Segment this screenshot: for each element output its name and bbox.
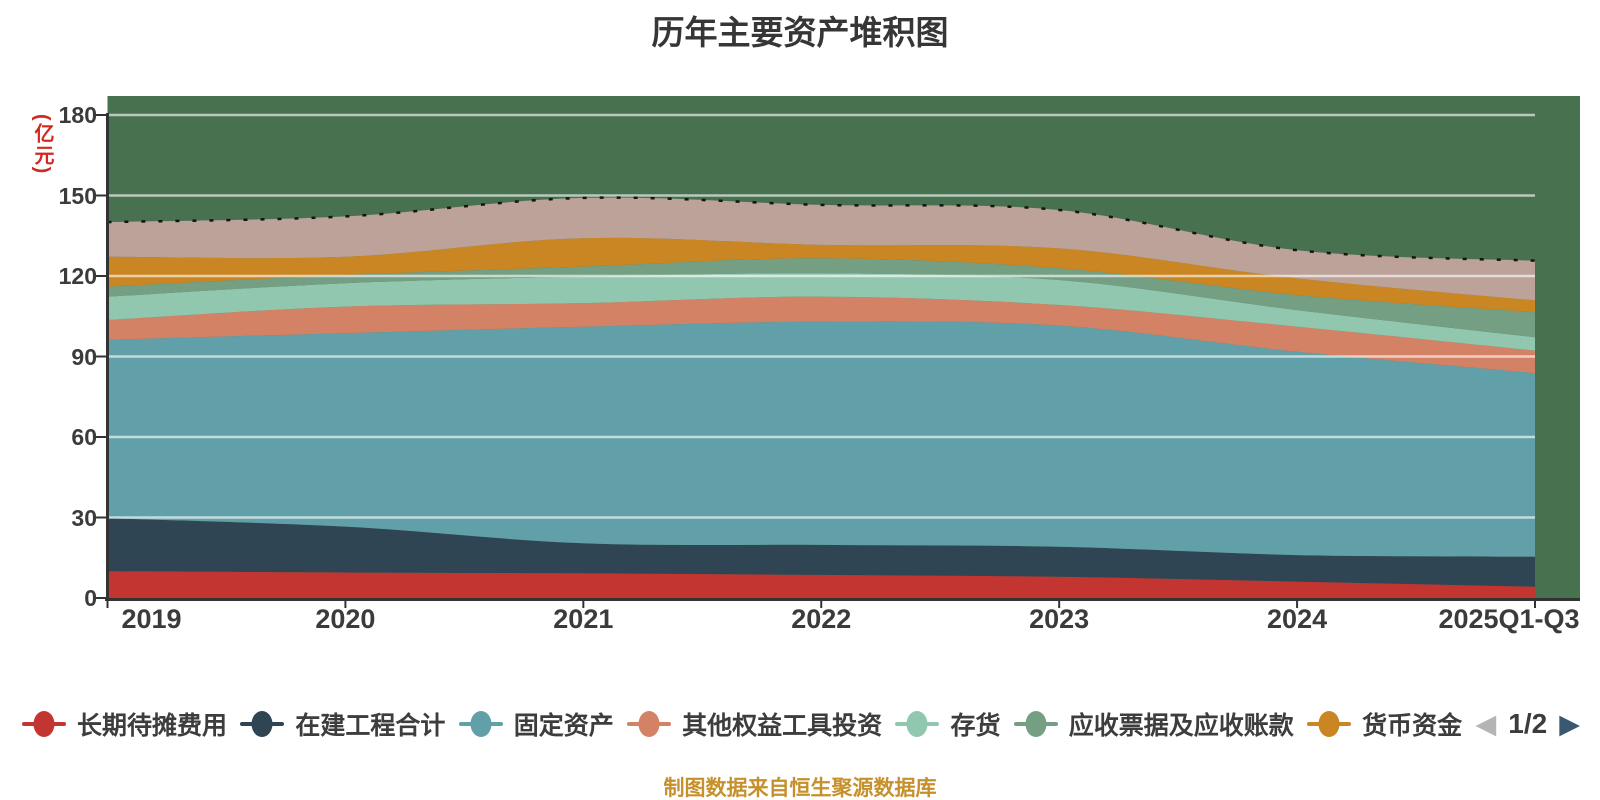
y-axis-label-120: 120 xyxy=(58,263,97,289)
y-axis-label-0: 0 xyxy=(84,585,97,611)
y-axis-label-150: 150 xyxy=(58,182,97,209)
stacked-area-plot xyxy=(96,96,1580,608)
x-axis-label-2022: 2022 xyxy=(791,604,852,634)
legend-marker-icon xyxy=(1013,709,1058,739)
x-axis-label-2024: 2024 xyxy=(1267,604,1328,634)
total-dashed-line xyxy=(107,196,1536,262)
legend-marker-icon xyxy=(627,709,672,739)
y-axis-label-60: 60 xyxy=(71,424,97,450)
area-band-在建工程合计[interactable] xyxy=(107,518,1536,587)
legend-marker-icon xyxy=(1307,709,1352,739)
legend-next-arrow-icon[interactable]: ▶ xyxy=(1559,708,1580,739)
x-axis-label-2019: 2019 xyxy=(121,604,182,634)
y-axis-unit-label: (亿元) xyxy=(31,114,53,176)
legend-prev-arrow-icon[interactable]: ◀ xyxy=(1475,708,1497,739)
y-axis-label-30: 30 xyxy=(71,504,97,531)
legend-pager: ◀ 1/2 ▶ xyxy=(1476,708,1580,740)
legend-item-其他权益工具投资[interactable]: 其他权益工具投资 xyxy=(627,706,882,742)
legend-item-label: 货币资金 xyxy=(1362,712,1463,740)
legend-item-label: 固定资产 xyxy=(513,712,614,740)
source-note: 制图数据来自恒生聚源数据库 xyxy=(663,777,937,800)
legend-marker-icon xyxy=(458,709,503,739)
chart-title: 历年主要资产堆积图 xyxy=(651,14,949,51)
x-axis-label-2020: 2020 xyxy=(315,604,376,634)
legend-item-label: 长期待摊费用 xyxy=(77,712,228,740)
legend-item-长期待摊费用[interactable]: 长期待摊费用 xyxy=(22,706,227,742)
area-band-应收票据及应收账款[interactable] xyxy=(107,258,1536,338)
y-axis-label-90: 90 xyxy=(71,343,97,370)
legend-item-存货[interactable]: 存货 xyxy=(895,706,1000,742)
legend-marker-icon xyxy=(895,709,940,739)
legend-item-label: 存货 xyxy=(950,712,1001,740)
area-band-固定资产[interactable] xyxy=(107,321,1536,557)
x-axis-label-2021: 2021 xyxy=(553,604,614,634)
area-band-其他权益工具投资[interactable] xyxy=(107,296,1536,374)
legend-item-label: 在建工程合计 xyxy=(295,712,446,740)
legend-item-固定资产[interactable]: 固定资产 xyxy=(458,706,614,742)
area-band-长期待摊费用[interactable] xyxy=(107,571,1536,598)
legend-item-label: 应收票据及应收账款 xyxy=(1068,712,1294,740)
x-axis-label-2023: 2023 xyxy=(1029,604,1090,634)
legend-page-indicator: 1/2 xyxy=(1508,708,1548,739)
legend-marker-icon xyxy=(240,709,285,739)
area-band-series-8[interactable] xyxy=(107,197,1536,301)
legend-item-在建工程合计[interactable]: 在建工程合计 xyxy=(240,706,445,742)
legend-item-label: 其他权益工具投资 xyxy=(682,712,883,740)
y-axis-label-180: 180 xyxy=(58,102,97,128)
legend-marker-icon xyxy=(22,709,66,739)
legend-item-应收票据及应收账款[interactable]: 应收票据及应收账款 xyxy=(1013,706,1294,742)
legend-item-货币资金[interactable]: 货币资金 xyxy=(1307,706,1462,742)
legend: 长期待摊费用 在建工程合计 固定资产 其他权益工具投资 存货 应收票据及应收账款 货币资金 … xyxy=(22,702,1580,746)
area-band-存货[interactable] xyxy=(107,273,1536,351)
area-band-货币资金[interactable] xyxy=(107,237,1536,313)
x-axis-label-2025Q1-Q3: 2025Q1-Q3 xyxy=(1438,604,1580,634)
